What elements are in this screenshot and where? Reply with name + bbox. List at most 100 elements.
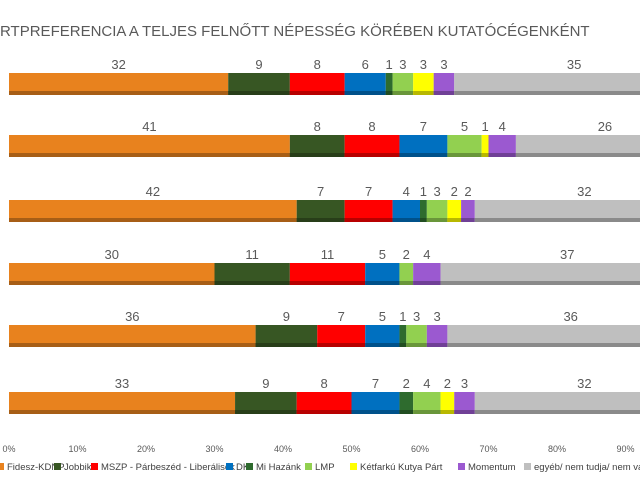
bar-segment-4-row-5 xyxy=(365,325,400,347)
bar-shadow-2-row-4 xyxy=(214,281,290,285)
bar-segment-4-row-4 xyxy=(365,263,400,285)
legend: Fidesz-KDNP Jobbik MSZP - Párbeszéd - Libe… xyxy=(0,462,640,473)
bar-segment-8-row-2 xyxy=(488,135,516,157)
data-label-3-row-2: 8 xyxy=(368,119,375,134)
bar-segment-5-row-3 xyxy=(420,200,427,222)
legend-label-1: Fidesz-KDNP xyxy=(7,462,65,473)
data-label-3-row-4: 11 xyxy=(321,247,335,262)
data-label-2-row-1: 9 xyxy=(255,57,262,72)
bar-shadow-6-row-2 xyxy=(447,153,482,157)
data-label-2-row-5: 9 xyxy=(283,309,290,324)
data-label-6-row-3: 3 xyxy=(434,184,441,199)
bar-shadow-3-row-6 xyxy=(296,410,352,414)
legend-label-2: Jobbik xyxy=(64,462,92,473)
bar-shadow-4-row-1 xyxy=(344,91,386,95)
bar-shadow-3-row-4 xyxy=(289,281,366,285)
bar-segment-3-row-3 xyxy=(344,200,393,222)
bar-shadow-9-row-3 xyxy=(474,218,640,222)
data-label-8-row-4: 4 xyxy=(423,247,430,262)
bar-segment-8-row-6 xyxy=(454,392,475,414)
data-label-3-row-6: 8 xyxy=(320,376,327,391)
bar-segment-6-row-3 xyxy=(426,200,448,222)
bar-shadow-1-row-3 xyxy=(9,218,297,222)
bar-shadow-3-row-2 xyxy=(344,153,400,157)
data-label-1-row-6: 33 xyxy=(115,376,129,391)
bar-shadow-8-row-2 xyxy=(488,153,516,157)
legend-swatch-1 xyxy=(0,463,4,470)
bar-segment-2-row-5 xyxy=(255,325,318,347)
bar-shadow-7-row-3 xyxy=(447,218,462,222)
bar-segment-8-row-3 xyxy=(461,200,475,222)
legend-label-5: Mi Hazánk xyxy=(256,462,301,473)
data-label-6-row-2: 5 xyxy=(461,119,468,134)
data-label-8-row-3: 2 xyxy=(464,184,471,199)
x-tick-label-3: 30% xyxy=(205,444,223,454)
data-label-5-row-1: 1 xyxy=(386,57,393,72)
bar-shadow-6-row-3 xyxy=(426,218,448,222)
data-label-3-row-1: 8 xyxy=(314,57,321,72)
data-label-4-row-1: 6 xyxy=(362,57,369,72)
data-label-7-row-3: 2 xyxy=(451,184,458,199)
bar-segment-2-row-2 xyxy=(289,135,345,157)
bar-shadow-8-row-6 xyxy=(454,410,475,414)
x-tick-label-2: 20% xyxy=(137,444,155,454)
x-axis-ticks: 0% 10% 20% 30% 40% 50% 60% 70% 80% 90% xyxy=(2,444,634,454)
bar-segment-9-row-1 xyxy=(454,73,640,95)
bar-segment-1-row-2 xyxy=(9,135,290,157)
data-label-7-row-2: 1 xyxy=(481,119,488,134)
bar-shadow-5-row-5 xyxy=(399,343,407,347)
bar-shadow-6-row-6 xyxy=(413,410,441,414)
bar-shadow-3-row-1 xyxy=(289,91,345,95)
data-label-9-row-1: 35 xyxy=(567,57,581,72)
bar-segment-9-row-6 xyxy=(474,392,640,414)
legend-label-3: MSZP - Párbeszéd - Liberálisok xyxy=(101,462,235,473)
data-label-7-row-6: 2 xyxy=(444,376,451,391)
legend-label-4: DK xyxy=(236,462,250,473)
bar-shadow-7-row-6 xyxy=(440,410,455,414)
bar-shadow-2-row-5 xyxy=(255,343,318,347)
data-label-4-row-6: 7 xyxy=(372,376,379,391)
bar-shadow-1-row-1 xyxy=(9,91,229,95)
bar-segment-1-row-1 xyxy=(9,73,229,95)
bar-shadow-4-row-2 xyxy=(399,153,448,157)
data-label-5-row-5: 1 xyxy=(399,309,406,324)
bar-segment-3-row-1 xyxy=(289,73,345,95)
data-label-4-row-5: 5 xyxy=(379,309,386,324)
legend-label-7: Kétfarkú Kutya Párt xyxy=(360,462,443,473)
legend-swatch-5 xyxy=(246,463,253,470)
bar-shadow-5-row-1 xyxy=(385,91,393,95)
legend-label-8: Momentum xyxy=(468,462,516,473)
bar-segment-9-row-2 xyxy=(515,135,640,157)
data-label-8-row-5: 3 xyxy=(434,309,441,324)
bar-shadow-7-row-1 xyxy=(413,91,434,95)
x-tick-label-9: 90% xyxy=(616,444,634,454)
data-label-1-row-5: 36 xyxy=(125,309,139,324)
bar-segment-2-row-1 xyxy=(228,73,290,95)
data-label-6-row-4: 2 xyxy=(403,247,410,262)
legend-swatch-7 xyxy=(350,463,357,470)
legend-swatch-6 xyxy=(305,463,312,470)
data-label-2-row-2: 8 xyxy=(314,119,321,134)
bar-shadow-2-row-2 xyxy=(289,153,345,157)
bar-segment-3-row-5 xyxy=(317,325,366,347)
data-label-5-row-3: 1 xyxy=(420,184,427,199)
legend-label-6: LMP xyxy=(315,462,335,473)
data-label-8-row-6: 3 xyxy=(461,376,468,391)
bar-shadow-5-row-3 xyxy=(420,218,427,222)
chart-title: RTPREFERENCIA A TELJES FELNŐTT NÉPESSÉG … xyxy=(0,22,590,40)
x-tick-label-7: 70% xyxy=(479,444,497,454)
bar-segment-1-row-3 xyxy=(9,200,297,222)
data-label-8-row-2: 4 xyxy=(499,119,506,134)
bar-shadow-9-row-4 xyxy=(440,281,640,285)
bar-shadow-1-row-4 xyxy=(9,281,215,285)
bar-segment-7-row-3 xyxy=(447,200,462,222)
legend-swatch-2 xyxy=(54,463,61,470)
data-label-1-row-4: 30 xyxy=(105,247,119,262)
bar-shadow-1-row-6 xyxy=(9,410,236,414)
legend-swatch-4 xyxy=(226,463,233,470)
bar-segment-6-row-2 xyxy=(447,135,482,157)
legend-swatch-9 xyxy=(524,463,531,470)
bar-segment-1-row-5 xyxy=(9,325,256,347)
bar-shadow-7-row-2 xyxy=(481,153,489,157)
data-label-3-row-5: 7 xyxy=(338,309,345,324)
